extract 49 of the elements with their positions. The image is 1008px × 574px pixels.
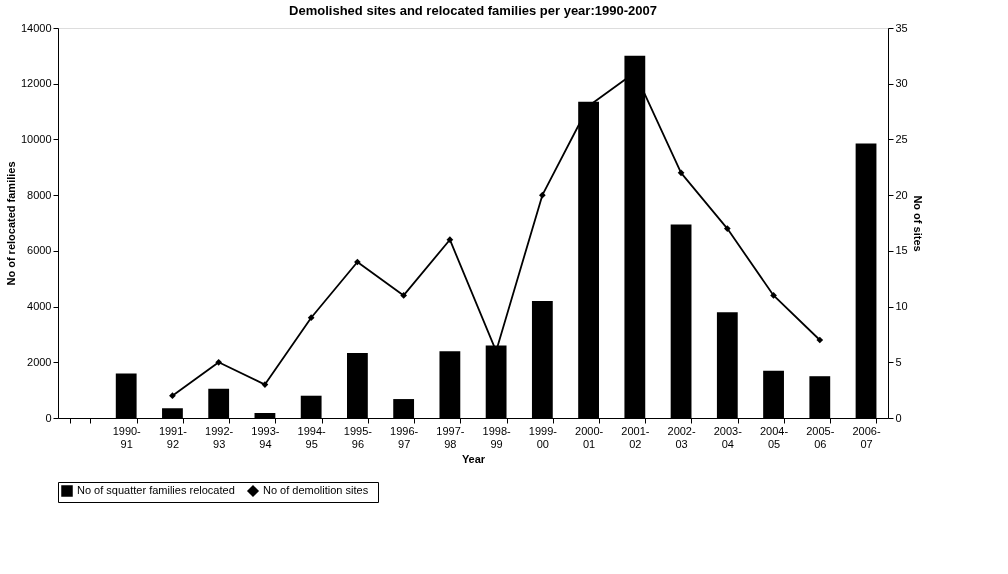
point: [307, 314, 315, 322]
x-tick-label: 1998-99: [482, 424, 512, 450]
y2-tick-label: 25: [895, 132, 908, 145]
point: [446, 236, 454, 244]
y2-tick-label: 35: [895, 21, 908, 34]
x-tick-label: 2004-05: [759, 424, 789, 450]
x-tick-label: 1991-92: [158, 424, 188, 450]
y2-tick-label: 0: [895, 411, 902, 424]
y-tick-label: 8000: [27, 188, 52, 201]
point: [215, 358, 223, 366]
y2-tick-label: 15: [895, 244, 908, 257]
x-tick-label: 1993-94: [251, 424, 280, 450]
x-tick-label: 1994-95: [297, 424, 327, 450]
y2-tick-label: 5: [895, 355, 902, 368]
point: [539, 191, 546, 199]
x-tick-label: 1995-96: [343, 424, 373, 450]
legend-label: No of squatter families relocated: [77, 484, 235, 496]
x-tick-label: 1997-98: [436, 424, 465, 450]
y2-axis-title: No of sites: [911, 195, 924, 252]
point: [816, 336, 824, 344]
x-axis-title: Year: [461, 452, 486, 465]
y-tick-label: 6000: [27, 244, 52, 257]
point: [770, 292, 777, 299]
point: [400, 292, 407, 299]
y2-tick-label: 30: [895, 77, 908, 90]
chart-title: Demolished sites and relocated families per year:1990-2007: [289, 3, 657, 18]
y-tick-label: 4000: [27, 300, 52, 313]
point: [677, 169, 685, 177]
x-tick-label: 1990-91: [112, 424, 142, 450]
y-tick-label: 2000: [27, 355, 52, 368]
x-tick-label: 2001-02: [621, 424, 650, 450]
y-axis-title: No of relocated families: [4, 161, 17, 286]
y-tick-label: 0: [45, 411, 52, 424]
x-tick-label: 1996-97: [390, 424, 419, 450]
y-tick-label: 10000: [20, 132, 52, 145]
x-tick-label: 2006-07: [852, 424, 881, 450]
y2-tick-label: 20: [895, 188, 908, 201]
x-tick-label: 1999-00: [528, 424, 558, 450]
point: [169, 392, 176, 400]
x-tick-label: 2005-06: [806, 424, 835, 450]
x-tick-label: 2002-03: [667, 424, 696, 450]
legend-label: No of demolition sites: [263, 484, 369, 496]
x-tick-label: 2003-04: [713, 424, 743, 450]
x-tick-label: 1992-93: [205, 424, 234, 450]
y-tick-label: 14000: [20, 21, 52, 34]
point: [723, 225, 731, 232]
x-tick-label: 2000-01: [575, 424, 604, 450]
y-tick-label: 12000: [20, 77, 52, 90]
y2-tick-label: 10: [895, 300, 908, 313]
